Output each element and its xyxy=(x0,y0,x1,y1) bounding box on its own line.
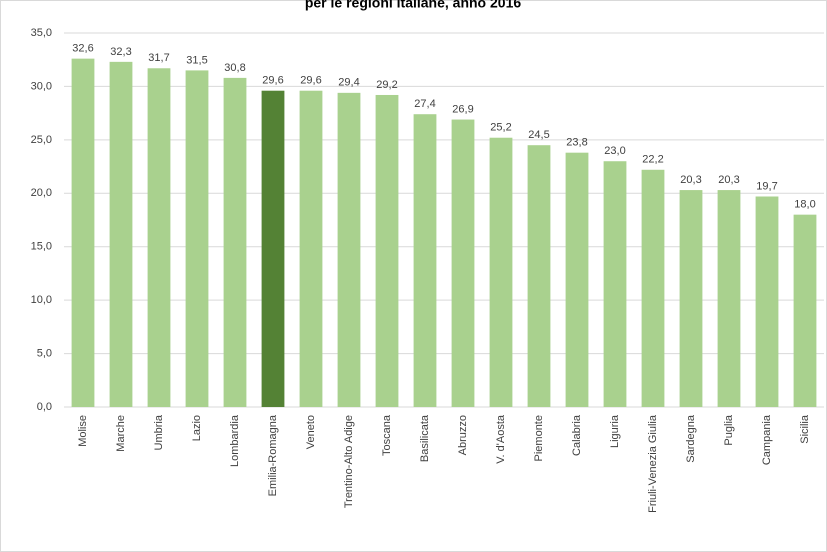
bar xyxy=(375,94,399,407)
x-tick-label: Calabria xyxy=(571,414,583,456)
value-label: 29,6 xyxy=(300,75,321,87)
bar xyxy=(755,196,779,407)
x-tick-label: Basilicata xyxy=(419,414,431,462)
value-label: 29,6 xyxy=(262,75,283,87)
bar xyxy=(299,90,323,408)
x-tick-label: Emilia-Romagna xyxy=(267,414,279,496)
bar xyxy=(147,68,171,408)
x-tick-label: Friuli-Venezia Giulia xyxy=(647,414,659,513)
x-tick-label: Liguria xyxy=(609,414,621,448)
bar xyxy=(641,169,665,407)
bar xyxy=(223,77,247,407)
x-tick-label: Toscana xyxy=(381,414,393,456)
chart-title: per le regioni italiane, anno 2016 xyxy=(305,0,522,11)
x-tick-label: Sardegna xyxy=(685,414,697,463)
x-tick-label: Puglia xyxy=(723,414,735,445)
bar xyxy=(717,190,741,407)
x-tick-label: Molise xyxy=(77,415,89,447)
y-tick-label: 5,0 xyxy=(37,347,52,359)
y-tick-label: 20,0 xyxy=(31,187,52,199)
y-tick-label: 10,0 xyxy=(31,294,52,306)
value-label: 32,6 xyxy=(72,43,93,55)
value-label: 20,3 xyxy=(680,174,701,186)
value-label: 30,8 xyxy=(224,62,245,74)
value-label: 23,8 xyxy=(566,137,587,149)
value-label: 32,3 xyxy=(110,46,131,58)
x-tick-label: Lazio xyxy=(191,415,203,441)
value-label: 20,3 xyxy=(718,174,739,186)
bar xyxy=(679,190,703,407)
x-tick-label: Sicilia xyxy=(799,414,811,444)
bar xyxy=(71,58,95,407)
bar xyxy=(603,161,627,407)
x-tick-label: Trentino-Alto Adige xyxy=(343,415,355,508)
y-tick-label: 25,0 xyxy=(31,134,52,146)
bar xyxy=(489,137,513,407)
value-label: 22,2 xyxy=(642,154,663,166)
value-label: 19,7 xyxy=(756,180,777,192)
bar xyxy=(527,145,551,407)
x-tick-label: Veneto xyxy=(305,415,317,449)
bar xyxy=(261,90,285,408)
x-tick-label: Campania xyxy=(761,414,773,465)
value-label: 23,0 xyxy=(604,145,625,157)
x-tick-label: Umbria xyxy=(153,414,165,450)
y-tick-label: 35,0 xyxy=(31,27,52,39)
value-label: 31,5 xyxy=(186,54,207,66)
value-label: 29,2 xyxy=(376,79,397,91)
value-label: 18,0 xyxy=(794,199,815,211)
bar xyxy=(185,70,209,408)
value-label: 31,7 xyxy=(148,52,169,64)
value-label: 29,4 xyxy=(338,77,359,89)
bar xyxy=(793,214,817,407)
x-tick-label: Lombardia xyxy=(229,414,241,467)
bar xyxy=(413,114,437,407)
x-tick-label: V. d'Aosta xyxy=(495,414,507,464)
bar xyxy=(451,119,475,407)
value-label: 27,4 xyxy=(414,98,435,110)
bar xyxy=(565,152,589,407)
bar xyxy=(337,92,361,407)
x-tick-label: Piemonte xyxy=(533,415,545,461)
value-label: 26,9 xyxy=(452,103,473,115)
value-label: 25,2 xyxy=(490,122,511,134)
y-tick-label: 30,0 xyxy=(31,80,52,92)
y-tick-label: 0,0 xyxy=(37,401,52,413)
x-tick-label: Marche xyxy=(115,415,127,452)
bar xyxy=(109,61,133,407)
y-tick-label: 15,0 xyxy=(31,241,52,253)
x-tick-label: Abruzzo xyxy=(457,415,469,455)
value-label: 24,5 xyxy=(528,129,549,141)
